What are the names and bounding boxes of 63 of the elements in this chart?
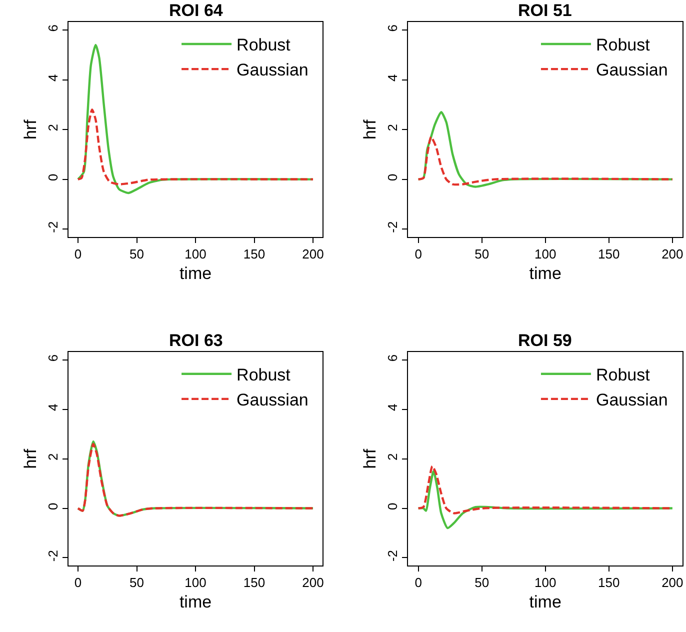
y-tick-label: 4	[45, 404, 60, 412]
chart-title: ROI 63	[169, 331, 223, 350]
x-tick-label: 150	[598, 575, 620, 590]
x-tick-label: 200	[302, 575, 324, 590]
y-tick-label: 0	[45, 174, 60, 181]
line-series	[76, 108, 314, 186]
x-tick-label: 100	[534, 246, 556, 262]
x-tick-label: 150	[243, 575, 266, 590]
x-axis-title: time	[179, 592, 212, 612]
legend-label: Robust	[596, 36, 650, 55]
y-axis-title: hrf	[20, 448, 40, 469]
y-tick-label: 2	[45, 124, 60, 132]
x-tick-label: 150	[598, 246, 620, 262]
legend-label: Gaussian	[596, 60, 668, 80]
y-tick-label: 4	[384, 74, 400, 82]
legend-label: Robust	[236, 36, 291, 55]
y-tick-label: 2	[45, 453, 60, 460]
x-tick-label: 0	[414, 246, 422, 262]
x-tick-label: 100	[184, 575, 206, 590]
x-axis-title: time	[529, 264, 562, 283]
y-axis-title: hrf	[360, 119, 380, 140]
y-tick-label: 2	[384, 453, 400, 460]
y-tick-label: 0	[384, 502, 400, 510]
x-tick-label: 0	[74, 575, 82, 590]
legend-label: Gaussian	[236, 390, 308, 410]
chart-title: ROI 59	[518, 331, 572, 350]
x-tick-label: 200	[662, 575, 684, 590]
legend-label: Gaussian	[596, 390, 668, 410]
y-axis-title: hrf	[20, 119, 40, 140]
y-tick-label: 4	[384, 404, 400, 412]
y-tick-label: -2	[45, 550, 60, 562]
line-series	[417, 470, 674, 530]
x-tick-label: 50	[130, 246, 144, 262]
y-tick-label: 6	[45, 24, 60, 32]
x-tick-label: 100	[534, 575, 556, 590]
chart-title: ROI 51	[518, 1, 572, 20]
y-tick-label: 6	[384, 354, 400, 362]
x-axis-title: time	[179, 264, 212, 283]
y-tick-label: 2	[384, 124, 400, 132]
x-tick-label: 100	[184, 246, 206, 262]
y-tick-label: 6	[45, 354, 60, 362]
y-tick-label: 4	[45, 74, 60, 82]
line-series	[417, 136, 674, 186]
y-axis-title: hrf	[360, 448, 380, 469]
legend-label: Robust	[236, 365, 291, 384]
y-tick-label: -2	[384, 550, 400, 562]
y-tick-label: 6	[384, 24, 400, 32]
x-tick-label: 50	[130, 575, 144, 590]
x-tick-label: 0	[414, 575, 422, 590]
x-tick-label: 50	[474, 246, 490, 262]
legend-label: Gaussian	[236, 60, 308, 80]
y-tick-label: 0	[384, 174, 400, 181]
x-tick-label: 0	[74, 246, 82, 262]
y-tick-label: -2	[384, 221, 400, 233]
x-axis-title: time	[529, 592, 562, 612]
y-tick-label: -2	[45, 221, 60, 233]
legend-label: Robust	[596, 365, 650, 384]
x-tick-label: 50	[474, 575, 490, 590]
x-tick-label: 150	[243, 246, 266, 262]
y-tick-label: 0	[45, 502, 60, 510]
chart-title: ROI 64	[169, 1, 224, 20]
x-tick-label: 200	[302, 246, 324, 262]
x-tick-label: 200	[662, 246, 684, 262]
